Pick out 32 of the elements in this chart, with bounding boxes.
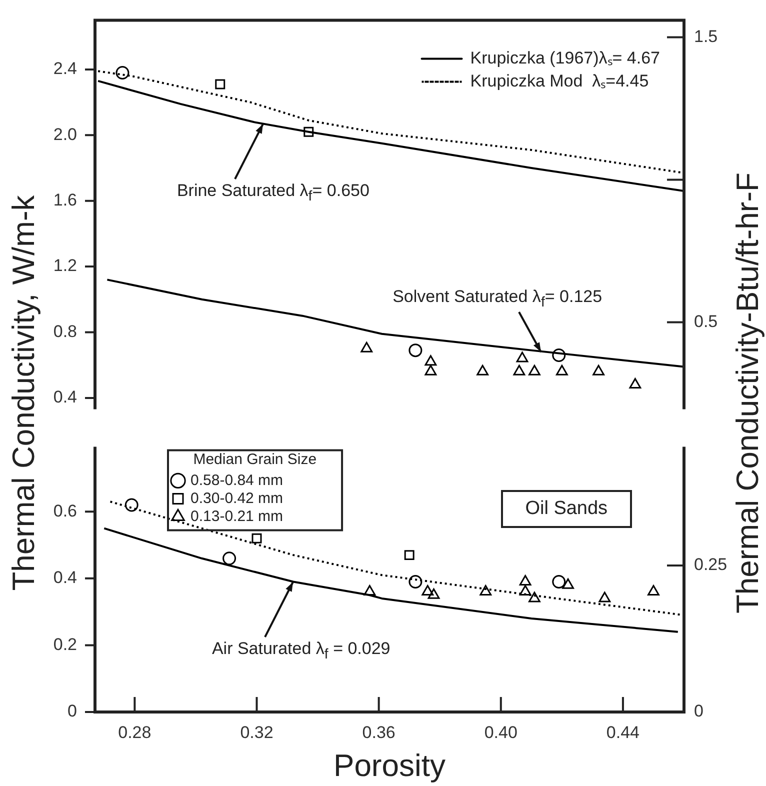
y-tick-label: 0.2 (53, 634, 77, 654)
y-tick-label: 1.2 (53, 256, 77, 276)
x-tick-label: 0.44 (606, 722, 640, 742)
legend-label: 0.30-0.42 mm (190, 490, 284, 507)
legend-label: 0.13-0.21 mm (190, 508, 284, 525)
y-tick-label: 2.4 (53, 59, 77, 78)
y2-tick-label: 0 (694, 702, 704, 721)
y2-tick-label: 0.25 (694, 555, 728, 574)
y-tick-label: 2.0 (53, 124, 77, 144)
y2-tick-label: 0.5 (694, 312, 718, 331)
legend-label: Krupiczka (1967)λₛ= 4.67 (470, 48, 660, 68)
annotation: Brine Saturated λ$_{f}$= 0.650 (176, 180, 370, 204)
y-axis-title: Thermal Conductivity, W/m-k (6, 195, 42, 591)
y-tick-label: 0.4 (53, 388, 77, 407)
y2-axis-title: Thermal Conductivity-Btu/ft-hr-F (730, 172, 766, 614)
annotation: Solvent Saturated λ$_{f}$= 0.125 (392, 286, 602, 310)
legend-label: Krupiczka Mod λₛ=4.45 (470, 71, 649, 90)
x-tick-label: 0.36 (362, 722, 396, 742)
y-tick-label: 0.4 (53, 568, 77, 588)
y2-tick-label: 1.5 (694, 26, 718, 46)
y-tick-label: 0 (68, 702, 77, 721)
annotation: Oil Sands (501, 490, 632, 528)
y-tick-label: 0.6 (53, 501, 77, 520)
legend-label: 0.58-0.84 mm (190, 472, 284, 489)
x-tick-label: 0.32 (240, 722, 274, 742)
annotation: Air Saturated λ$_{f}$ = 0.029 (212, 638, 390, 662)
legend-title: Median Grain Size (193, 450, 317, 468)
x-axis-title: Porosity (334, 748, 446, 783)
x-tick-label: 0.40 (484, 722, 518, 742)
x-tick-label: 0.28 (118, 722, 152, 742)
y-tick-label: 0.8 (53, 322, 77, 341)
y-tick-label: 1.6 (53, 190, 77, 210)
